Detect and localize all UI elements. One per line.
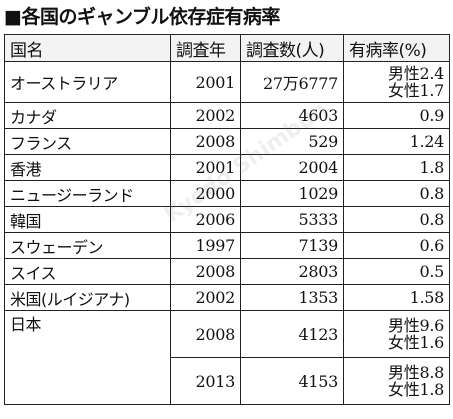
- country-cell-japan: 日本: [4, 310, 171, 405]
- table-row: フランス 2008 529 1.24: [4, 128, 450, 155]
- count-cell: 7139: [240, 232, 344, 259]
- header-country: 国名: [4, 34, 171, 62]
- year-cell: 2001: [170, 154, 241, 181]
- count-cell: 529: [240, 128, 344, 155]
- table-row: 韓国 2006 5333 0.8: [4, 206, 450, 233]
- count-cell: 2803: [240, 258, 344, 285]
- rate-cell: 1.58: [343, 284, 450, 311]
- rate-male: 男性9.6: [388, 316, 444, 335]
- country-cell: ニュージーランド: [4, 180, 171, 207]
- country-cell: 韓国: [4, 206, 171, 233]
- count-cell: 4603: [240, 102, 344, 129]
- count-cell: 1029: [240, 180, 344, 207]
- table-row: 米国(ルイジアナ) 2002 1353 1.58: [4, 284, 450, 311]
- header-rate: 有病率(%): [343, 34, 450, 62]
- table-row: スイス 2008 2803 0.5: [4, 258, 450, 285]
- gambling-prevalence-table: 国名 調査年 調査数(人) 有病率(%) オーストラリア 2001 27万677…: [4, 34, 450, 405]
- table-row: ニュージーランド 2000 1029 0.8: [4, 180, 450, 207]
- year-cell: 2008: [170, 128, 241, 155]
- country-cell: 香港: [4, 154, 171, 181]
- country-cell: 米国(ルイジアナ): [4, 284, 171, 311]
- rate-female: 女性1.6: [388, 333, 444, 352]
- count-cell: 4153: [240, 357, 344, 405]
- rate-cell: 男性2.4 女性1.7: [343, 61, 450, 103]
- table-row-japan-2008: 日本 2008 4123 男性9.6 女性1.6: [4, 310, 450, 405]
- country-cell: スウェーデン: [4, 232, 171, 259]
- country-cell: フランス: [4, 128, 171, 155]
- year-cell: 2006: [170, 206, 241, 233]
- count-cell: 5333: [240, 206, 344, 233]
- year-cell: 2001: [170, 61, 241, 103]
- year-cell: 1997: [170, 232, 241, 259]
- rate-cell: 男性8.8 女性1.8: [343, 357, 450, 405]
- rate-cell: 0.8: [343, 180, 450, 207]
- country-cell: スイス: [4, 258, 171, 285]
- rate-male: 男性8.8: [388, 363, 444, 382]
- rate-cell: 0.8: [343, 206, 450, 233]
- rate-cell: 0.6: [343, 232, 450, 259]
- table-row: オーストラリア 2001 27万6777 男性2.4 女性1.7: [4, 61, 450, 103]
- rate-male: 男性2.4: [388, 64, 444, 83]
- country-cell: カナダ: [4, 102, 171, 129]
- table-row: カナダ 2002 4603 0.9: [4, 102, 450, 129]
- header-count: 調査数(人): [240, 34, 344, 62]
- year-cell: 2002: [170, 102, 241, 129]
- table-row: 香港 2001 2004 1.8: [4, 154, 450, 181]
- header-year: 調査年: [170, 34, 241, 62]
- table-row: スウェーデン 1997 7139 0.6: [4, 232, 450, 259]
- country-cell: オーストラリア: [4, 61, 171, 103]
- year-cell: 2008: [170, 310, 241, 358]
- year-cell: 2008: [170, 258, 241, 285]
- header-row: 国名 調査年 調査数(人) 有病率(%): [4, 34, 450, 62]
- rate-female: 女性1.8: [388, 380, 444, 399]
- rate-cell: 0.9: [343, 102, 450, 129]
- table-row-japan-2013: 2013 4153 男性8.8 女性1.8: [5, 357, 450, 405]
- rate-cell: 1.8: [343, 154, 450, 181]
- count-cell: 27万6777: [240, 61, 344, 103]
- year-cell: 2013: [170, 357, 241, 405]
- rate-female: 女性1.7: [388, 81, 444, 100]
- count-cell: 1353: [240, 284, 344, 311]
- rate-cell: 0.5: [343, 258, 450, 285]
- rate-cell: 男性9.6 女性1.6: [343, 310, 450, 358]
- table-title: ■各国のギャンブル依存症有病率: [4, 6, 280, 28]
- rate-cell: 1.24: [343, 128, 450, 155]
- count-cell: 2004: [240, 154, 344, 181]
- year-cell: 2000: [170, 180, 241, 207]
- year-cell: 2002: [170, 284, 241, 311]
- count-cell: 4123: [240, 310, 344, 358]
